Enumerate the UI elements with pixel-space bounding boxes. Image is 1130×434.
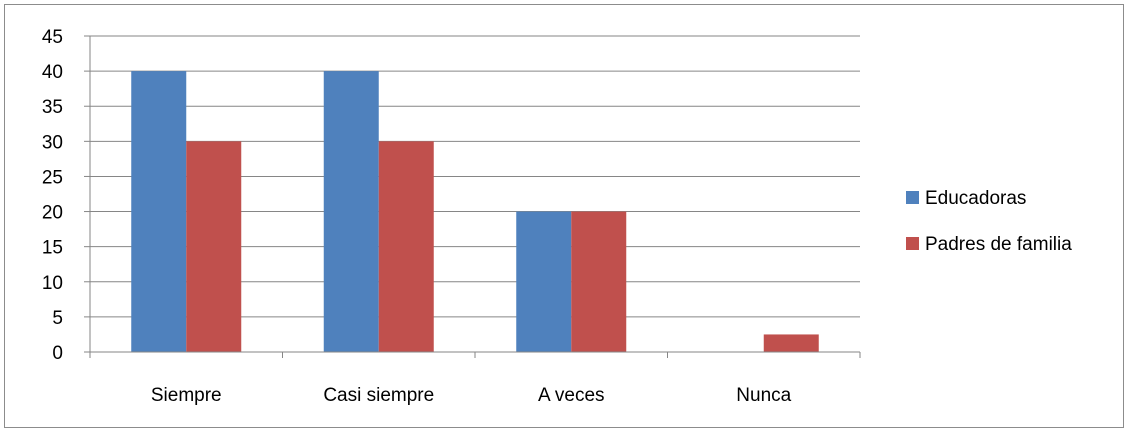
y-tick-label: 20 bbox=[42, 203, 63, 224]
y-tick-label: 25 bbox=[42, 167, 63, 188]
bar-padres-de-familia-casi-siempre bbox=[378, 141, 434, 352]
bar-educadoras-a-veces bbox=[516, 211, 572, 352]
legend: Educadoras Padres de familia bbox=[906, 188, 1072, 255]
y-tick-label: 35 bbox=[42, 97, 63, 118]
legend-swatch bbox=[906, 191, 919, 204]
y-tick-label: 40 bbox=[42, 62, 63, 83]
bar-padres-de-familia-siempre bbox=[186, 141, 242, 352]
x-tick-label: Casi siempre bbox=[323, 385, 434, 406]
y-tick-label: 30 bbox=[42, 132, 63, 153]
axes bbox=[84, 35, 861, 358]
legend-label: Educadoras bbox=[925, 188, 1026, 209]
y-tick-label: 10 bbox=[42, 273, 63, 294]
bar-educadoras-siempre bbox=[131, 71, 187, 352]
y-tick-label: 5 bbox=[52, 308, 63, 329]
x-tick-label: Siempre bbox=[151, 385, 222, 406]
bar-padres-de-familia-nunca bbox=[763, 334, 819, 352]
y-tick-label: 45 bbox=[42, 27, 63, 48]
y-tick-label: 0 bbox=[52, 343, 63, 364]
bar-educadoras-casi-siempre bbox=[323, 71, 379, 352]
x-tick-label: A veces bbox=[538, 385, 605, 406]
x-tick-label: Nunca bbox=[736, 385, 791, 406]
legend-swatch bbox=[906, 237, 919, 250]
legend-label: Padres de familia bbox=[925, 234, 1072, 255]
bar-padres-de-familia-a-veces bbox=[571, 211, 627, 352]
y-tick-label: 15 bbox=[42, 238, 63, 259]
x-tick-labels: Siempre Casi siempre A veces Nunca bbox=[151, 385, 792, 406]
y-tick-labels: 0 5 10 15 20 25 30 35 40 45 bbox=[42, 27, 63, 364]
bars bbox=[131, 71, 819, 352]
